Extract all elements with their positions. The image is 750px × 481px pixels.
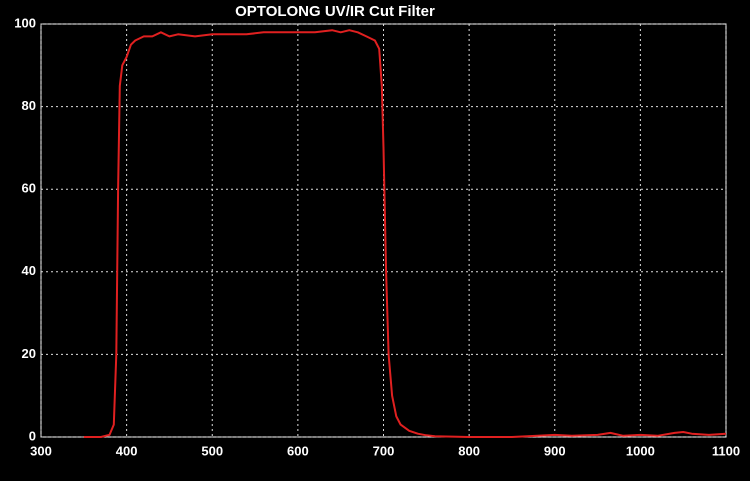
x-tick-label: 400 bbox=[116, 443, 138, 458]
transmission-line bbox=[83, 29, 727, 438]
x-tick-label: 1100 bbox=[712, 443, 740, 458]
x-tick-label: 700 bbox=[373, 443, 395, 458]
x-tick-label: 800 bbox=[458, 443, 480, 458]
x-tick-label: 300 bbox=[30, 443, 52, 458]
y-tick-label: 0 bbox=[29, 428, 36, 443]
y-tick-label: 20 bbox=[22, 346, 36, 361]
x-tick-label: 500 bbox=[201, 443, 223, 458]
x-tick-label: 600 bbox=[287, 443, 309, 458]
chart-title: OPTOLONG UV/IR Cut Filter bbox=[235, 3, 435, 20]
x-tick-label: 900 bbox=[544, 443, 566, 458]
y-tick-label: 100 bbox=[14, 15, 36, 30]
y-tick-label: 60 bbox=[22, 181, 36, 196]
y-tick-label: 40 bbox=[22, 263, 36, 278]
x-tick-label: 1000 bbox=[626, 443, 655, 458]
y-tick-label: 80 bbox=[22, 98, 36, 113]
